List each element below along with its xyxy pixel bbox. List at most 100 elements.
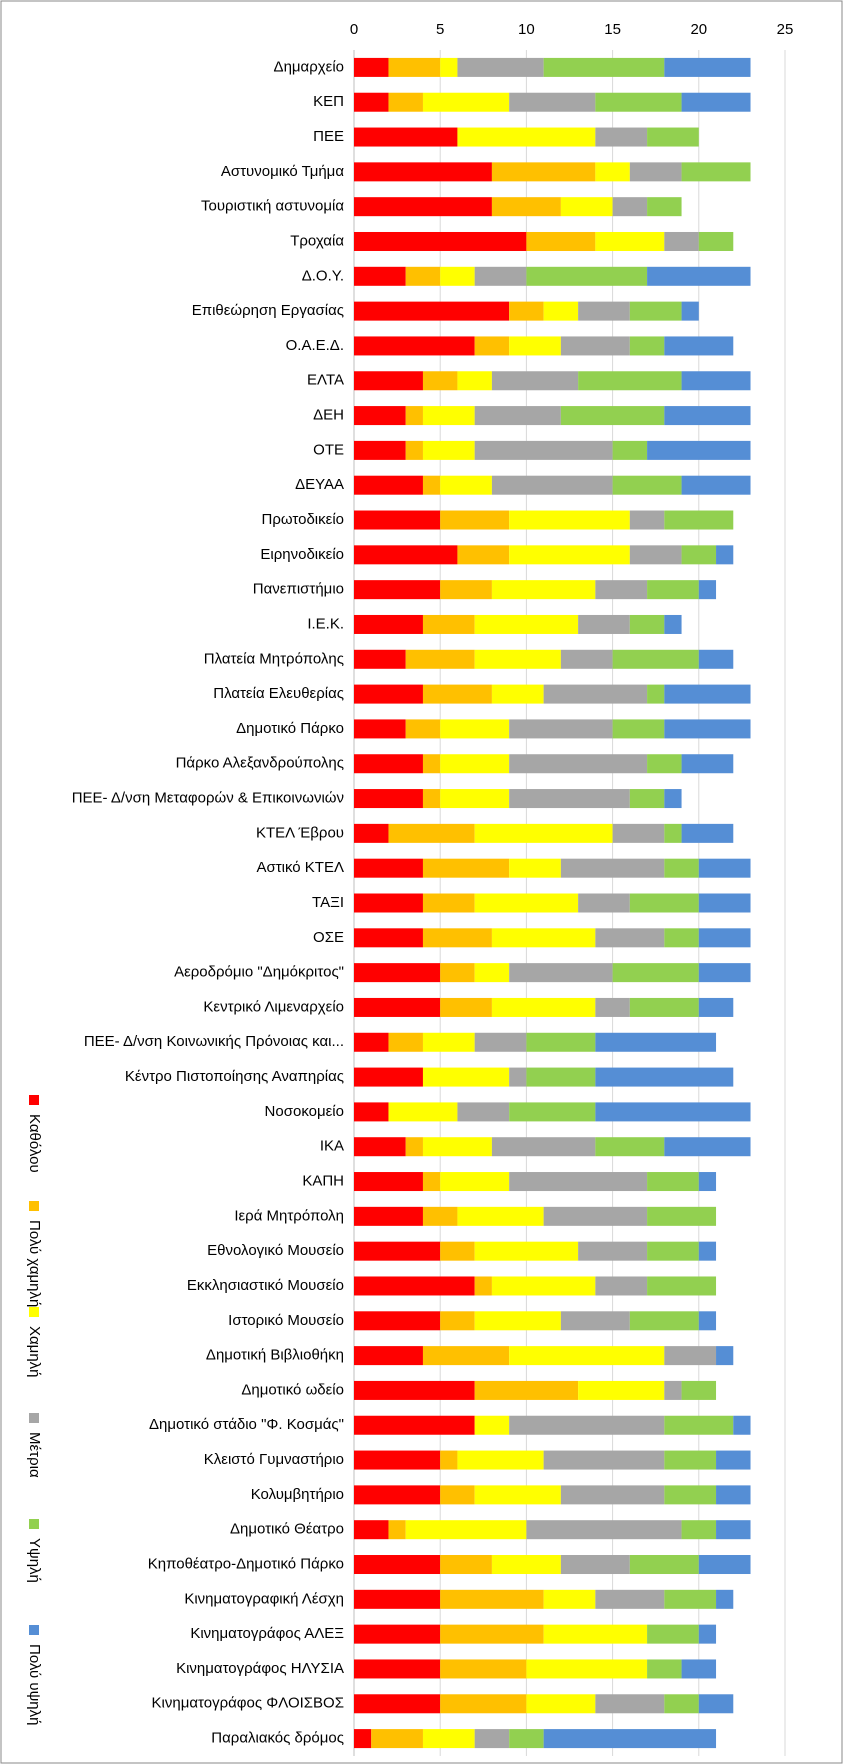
bar-segment [578, 371, 682, 391]
bar-segment [422, 440, 475, 460]
bar-segment [440, 754, 510, 774]
bar-segment [509, 754, 648, 774]
bar-segment [474, 1032, 527, 1052]
bar-segment [422, 614, 475, 634]
bar-segment [716, 1589, 734, 1609]
x-tick-label: 5 [436, 21, 444, 38]
bar-segment [388, 1520, 406, 1540]
bar-segment [474, 1241, 579, 1261]
bar-segment [440, 57, 458, 77]
bar-segment [647, 1206, 717, 1226]
bar-segment [509, 1067, 527, 1087]
y-tick-label: Δημοτικό Πάρκο [236, 720, 344, 737]
bar-segment [681, 823, 734, 843]
bar-segment [664, 1346, 717, 1366]
bar-segment [354, 1729, 372, 1749]
bar-segment [371, 1729, 423, 1749]
bar-segment [526, 1520, 682, 1540]
y-tick-label: Ειρηνοδικείο [260, 546, 344, 563]
bar-segment [354, 545, 458, 565]
bar-segment [647, 197, 682, 217]
bar-segment [354, 963, 441, 983]
y-tick-label: Κινηματογράφος ΑΛΕΞ [190, 1625, 344, 1642]
bar-segment [681, 1659, 717, 1679]
bar-segment [422, 858, 510, 878]
y-tick-label: Ιερά Μητρόπολη [234, 1207, 344, 1224]
y-tick-label: Κολυμβητήριο [251, 1486, 344, 1503]
x-tick-label: 20 [690, 21, 707, 38]
bar-segment [698, 1555, 751, 1575]
bar-segment [422, 1346, 510, 1366]
bar-segment [440, 1624, 544, 1644]
bar-segment [354, 127, 458, 147]
bar-segment [664, 684, 751, 704]
bar-segment [595, 1102, 751, 1122]
bar-segment [595, 1276, 648, 1296]
bar-segment [681, 301, 699, 321]
bar-segment [422, 1172, 441, 1192]
y-tick-label: ΤΑΞΙ [312, 894, 344, 911]
bar-segment [629, 301, 682, 321]
bar-segment [354, 684, 423, 704]
y-tick-label: Πανεπιστήμιο [253, 581, 344, 598]
y-tick-label: Δημοτική Βιβλιοθήκη [206, 1347, 344, 1364]
bar-segment [422, 475, 441, 495]
bar-segment [543, 1624, 648, 1644]
y-tick-label: ΚΑΠΗ [302, 1172, 344, 1189]
bar-segment [526, 1694, 596, 1714]
bar-segment [440, 266, 475, 286]
y-tick-label: ΔΕΗ [313, 407, 344, 424]
bar-segment [698, 1694, 734, 1714]
bar-segment [354, 789, 423, 809]
bar-segment [664, 1450, 717, 1470]
bar-segment [612, 649, 699, 669]
bar-segment [354, 336, 475, 356]
bar-segment [664, 1415, 734, 1435]
y-tick-label: ΠΕΕ [313, 128, 344, 145]
bar-segment [440, 1485, 475, 1505]
bar-segment [509, 719, 613, 739]
y-tick-label: Δημαρχείο [274, 58, 344, 75]
bar-segment [354, 1659, 441, 1679]
y-tick-label: ΟΤΕ [313, 441, 344, 458]
y-tick-label: Δ.Ο.Υ. [302, 267, 344, 284]
y-tick-label: Αστυνομικό Τμήμα [221, 163, 344, 180]
bar-segment [474, 1380, 579, 1400]
bar-segment [440, 963, 475, 983]
bar-segment [440, 510, 510, 530]
bar-segment [543, 1589, 596, 1609]
bar-segment [612, 719, 665, 739]
bar-segment [578, 301, 630, 321]
bar-segment [440, 997, 492, 1017]
bar-segment [354, 1137, 406, 1157]
bar-segment [388, 57, 441, 77]
bar-segment [526, 1067, 596, 1087]
bar-segment [526, 266, 648, 286]
bar-segment [354, 301, 510, 321]
bar-segment [491, 580, 596, 600]
bar-segment [560, 858, 665, 878]
bar-segment [422, 371, 458, 391]
bar-segment [474, 649, 561, 669]
bar-segment [491, 997, 596, 1017]
bar-segment [422, 893, 475, 913]
bar-segment [578, 614, 630, 634]
bar-segment [629, 1555, 699, 1575]
bar-segment [457, 371, 492, 391]
bar-segment [526, 1659, 648, 1679]
bar-segment [405, 440, 423, 460]
y-tick-label: Κεντρικό Λιμεναρχείο [203, 998, 344, 1015]
bar-segment [509, 510, 630, 530]
bar-segment [681, 162, 751, 182]
y-tick-label: Κηποθέατρο-Δημοτικό Πάρκο [148, 1555, 344, 1572]
bar-segment [491, 197, 561, 217]
bar-segment [595, 580, 648, 600]
bar-segment [440, 719, 510, 739]
legend-label: Χαμηλή [26, 1326, 43, 1378]
y-tick-label: Εθνολογικό Μουσείο [207, 1242, 344, 1259]
bar-segment [509, 301, 544, 321]
bar-segment [422, 1032, 475, 1052]
bar-segment [440, 1589, 544, 1609]
bar-segment [681, 1380, 717, 1400]
